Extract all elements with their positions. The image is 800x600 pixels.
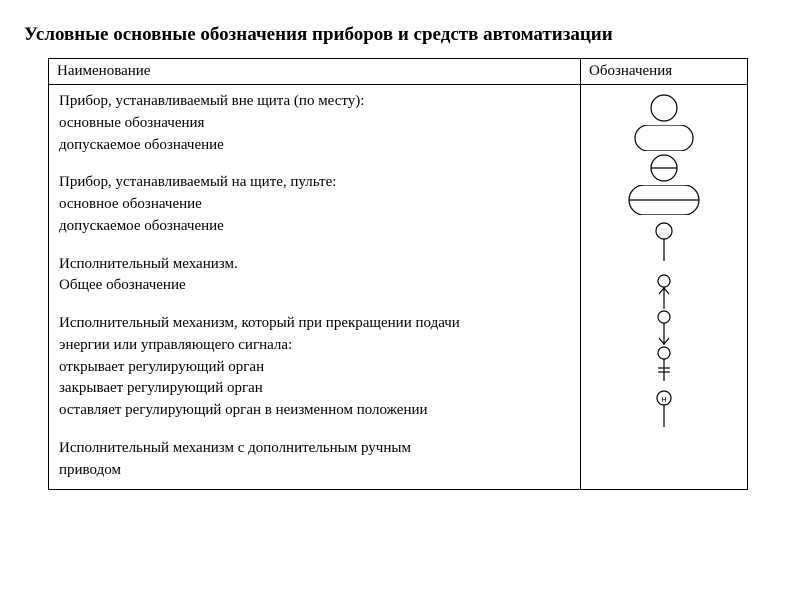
panel-circle-icon [614,151,714,185]
desc-line: закрывает регулирующий орган [59,378,570,400]
field-capsule-icon [614,125,714,151]
actuator-stay [614,345,714,381]
col-header-name: Наименование [49,59,581,85]
desc-line: Исполнительный механизм, который при пре… [59,313,570,335]
symbol-table: Наименование Обозначения Прибор, устанав… [48,58,748,490]
page: Условные основные обозначения приборов и… [24,24,776,490]
actuator-close-icon [614,309,714,345]
desc-line: Исполнительный механизм с дополнительным… [59,438,570,460]
desc-block: Исполнительный механизм с дополнительным… [59,438,570,482]
actuator-stay-icon [614,345,714,381]
desc-line: допускаемое обозначение [59,216,570,238]
desc-block: Прибор, устанавливаемый вне щита (по мес… [59,91,570,156]
actuator-general [614,221,714,261]
col-header-sym: Обозначения [581,59,748,85]
symbol-cell: H [581,85,748,490]
desc-line: Прибор, устанавливаемый на щите, пульте: [59,172,570,194]
actuator-manual-icon: H [614,389,714,429]
desc-block: Прибор, устанавливаемый на щите, пульте:… [59,172,570,237]
field-circle [614,91,714,125]
panel-circle [614,151,714,185]
actuator-close [614,309,714,345]
desc-line: энергии или управляющего сигнала: [59,335,570,357]
desc-line: Прибор, устанавливаемый вне щита (по мес… [59,91,570,113]
desc-line: оставляет регулирующий орган в неизменно… [59,400,570,422]
desc-line: основные обозначения [59,113,570,135]
panel-capsule-icon [614,185,714,215]
actuator-open [614,273,714,309]
desc-line: открывает регулирующий орган [59,357,570,379]
desc-block: Исполнительный механизм.Общее обозначени… [59,254,570,298]
desc-line: Исполнительный механизм. [59,254,570,276]
desc-line: Общее обозначение [59,275,570,297]
description-cell: Прибор, устанавливаемый вне щита (по мес… [49,85,581,490]
panel-capsule [614,185,714,215]
page-title: Условные основные обозначения приборов и… [24,24,776,46]
field-capsule [614,125,714,151]
desc-block: Исполнительный механизм, который при пре… [59,313,570,422]
actuator-manual: H [614,389,714,429]
desc-line: основное обозначение [59,194,570,216]
actuator-general-icon [614,221,714,261]
svg-text:H: H [661,397,666,404]
desc-line: приводом [59,460,570,482]
field-circle-icon [614,91,714,125]
desc-line: допускаемое обозначение [59,135,570,157]
actuator-open-icon [614,273,714,309]
